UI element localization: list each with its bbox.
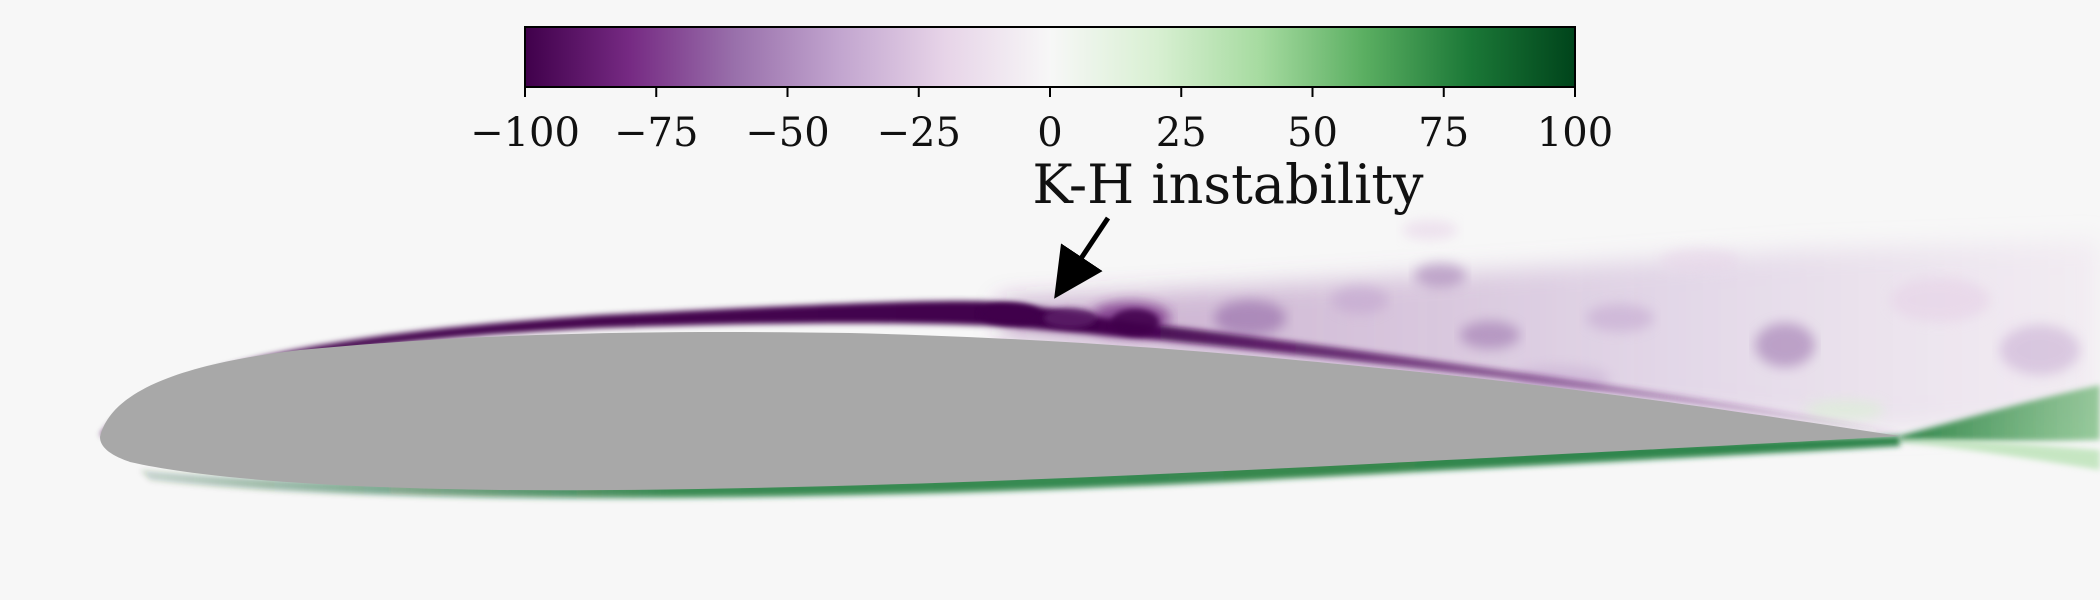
- colorbar-tick-label: 25: [1156, 110, 1207, 156]
- annotation-label: K-H instability: [1032, 153, 1424, 216]
- colorbar-tick-label: 75: [1418, 110, 1469, 156]
- colorbar-tick-label: −25: [877, 110, 961, 156]
- colorbar-tick-label: 50: [1287, 110, 1338, 156]
- colorbar-tick-label: −100: [470, 110, 580, 156]
- wake-vortical-region: [1000, 220, 2100, 430]
- colorbar-tick-label: 0: [1037, 110, 1062, 156]
- airfoil-body: [100, 331, 1900, 491]
- kh-annotation: K-H instability: [1032, 153, 1424, 299]
- colorbar-tick-label: −50: [745, 110, 829, 156]
- colorbar-tick-label: −75: [614, 110, 698, 156]
- suction-side-shear-layer: [100, 300, 1900, 438]
- colorbar-gradient: [524, 26, 1576, 88]
- colorbar-ticks: −100 −75 −50 −25 0 25 50 75 100: [470, 87, 1613, 156]
- colorbar: −100 −75 −50 −25 0 25 50 75 100: [470, 26, 1613, 156]
- trailing-edge-wake: [1900, 385, 2100, 470]
- colorbar-tick-label: 100: [1537, 110, 1613, 156]
- annotation-arrow: [1054, 216, 1111, 299]
